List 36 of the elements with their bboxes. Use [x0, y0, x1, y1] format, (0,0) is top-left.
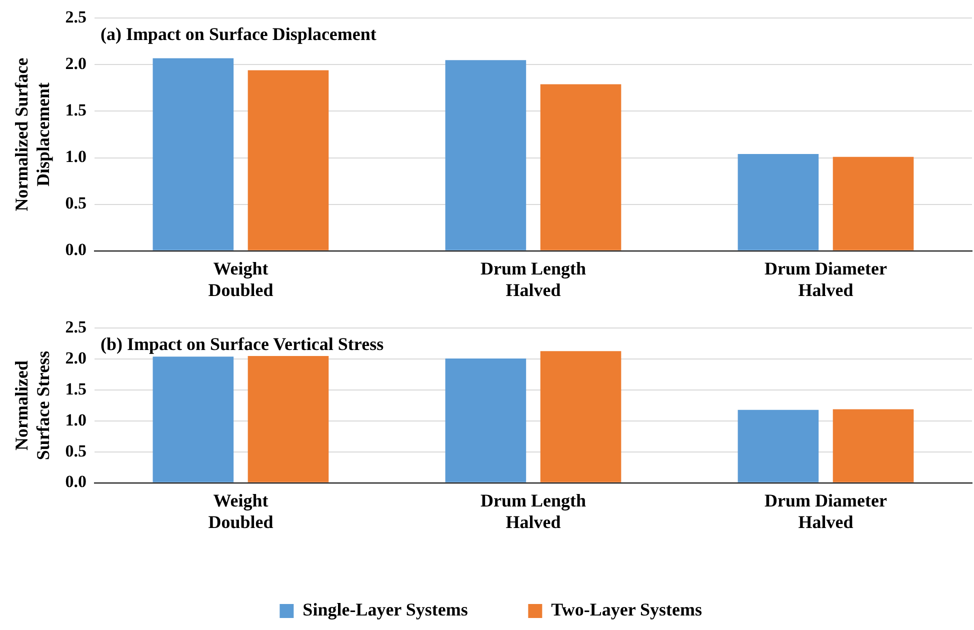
y-axis-title: Normalized Surface Stress: [11, 350, 54, 460]
chart-title: (b) Impact on Surface Vertical Stress: [100, 334, 384, 354]
x-tick-label: Drum Diameter Halved: [764, 490, 887, 532]
legend-label: Single-Layer Systems: [302, 600, 468, 620]
y-tick-label: 2.5: [65, 318, 86, 337]
y-tick-label: 1.0: [65, 410, 86, 430]
y-tick-label: 2.0: [65, 54, 86, 74]
x-tick-label: Weight Doubled: [208, 490, 274, 532]
y-axis-title: Normalized Surface Displacement: [11, 58, 54, 212]
bar: [832, 409, 914, 482]
y-tick-label: 1.5: [65, 100, 86, 120]
bar: [738, 154, 819, 250]
x-tick-label: Drum Diameter Halved: [764, 258, 887, 300]
bar: [152, 58, 234, 250]
bar: [248, 70, 329, 250]
y-tick-label: 2.5: [65, 8, 86, 27]
y-tick-label: 0.0: [65, 472, 86, 492]
x-tick-label: Drum Length Halved: [480, 490, 586, 532]
legend-label: Two-Layer Systems: [551, 600, 702, 620]
y-tick-label: 1.5: [65, 379, 86, 398]
bar: [445, 358, 526, 482]
x-tick-label: Drum Length Halved: [480, 258, 586, 300]
bar: [540, 351, 622, 482]
bar: [445, 60, 526, 250]
bar: [540, 84, 622, 250]
bar: [832, 156, 914, 250]
y-tick-label: 0.5: [65, 194, 86, 213]
y-tick-label: 0.5: [65, 441, 86, 460]
y-tick-label: 0.0: [65, 240, 86, 260]
y-tick-label: 1.0: [65, 147, 86, 166]
x-tick-label: Weight Doubled: [208, 258, 274, 300]
bar: [738, 410, 819, 482]
bar: [152, 356, 234, 482]
bar: [248, 356, 329, 482]
y-tick-label: 2.0: [65, 348, 86, 368]
chart-title: (a) Impact on Surface Displacement: [100, 24, 376, 44]
